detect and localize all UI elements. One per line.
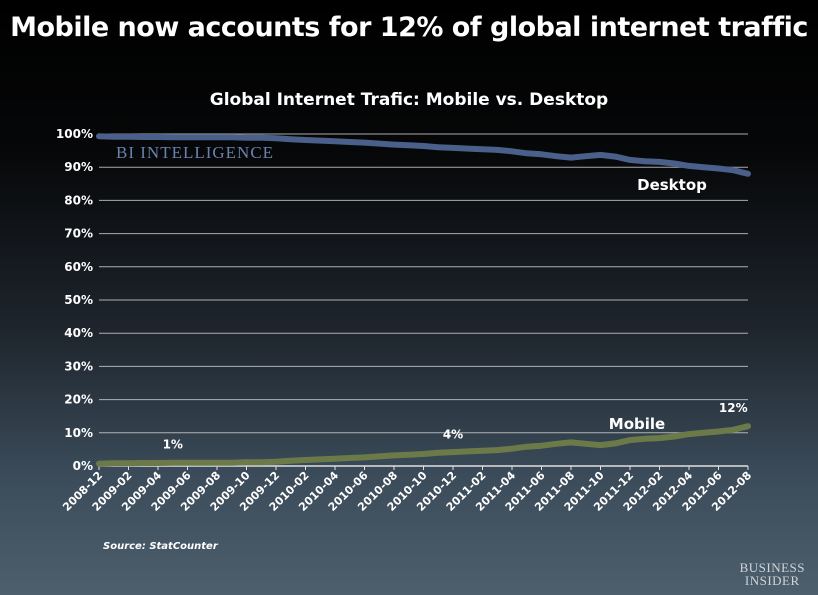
x-axis-tick-labels: 2008-122009-022009-042009-062009-082009-…: [60, 466, 754, 514]
brand-line-1: BUSINESS: [739, 560, 805, 575]
y-axis-tick-labels: 0% 10% 20% 30% 40% 50% 60% 70% 80% 90% 100%: [56, 127, 93, 473]
y-tick-label: 30%: [64, 359, 93, 373]
headline: Mobile now accounts for 12% of global in…: [10, 12, 808, 43]
series-label-mobile: Mobile: [609, 415, 665, 433]
series-labels: Desktop Mobile: [609, 176, 707, 433]
y-tick-label: 100%: [56, 127, 93, 141]
y-tick-label: 40%: [64, 326, 93, 340]
business-insider-logo: BUSINESS INSIDER: [740, 561, 805, 587]
series-label-desktop: Desktop: [637, 176, 707, 194]
annotations: 1% 4% 12%: [163, 401, 748, 452]
series-line-desktop: [96, 133, 751, 177]
annotation-label: 12%: [719, 401, 748, 415]
chart-title: Global Internet Trafic: Mobile vs. Deskt…: [209, 90, 609, 110]
source-note: Source: StatCounter: [103, 541, 218, 552]
bi-intelligence-watermark: BI INTELLIGENCE: [116, 143, 274, 162]
y-tick-label: 20%: [64, 393, 93, 407]
annotation-label: 1%: [163, 438, 183, 452]
brand-line-2: INSIDER: [744, 573, 800, 588]
series-line-mobile: [96, 423, 751, 467]
y-tick-label: 80%: [64, 193, 93, 207]
annotation-label: 4%: [443, 428, 463, 442]
y-tick-label: 10%: [64, 426, 93, 440]
y-tick-label: 70%: [64, 227, 93, 241]
y-tick-label: 0%: [73, 459, 93, 473]
y-tick-label: 90%: [64, 160, 93, 174]
y-tick-label: 60%: [64, 260, 93, 274]
series-lines: [96, 133, 751, 467]
y-tick-label: 50%: [64, 293, 93, 307]
